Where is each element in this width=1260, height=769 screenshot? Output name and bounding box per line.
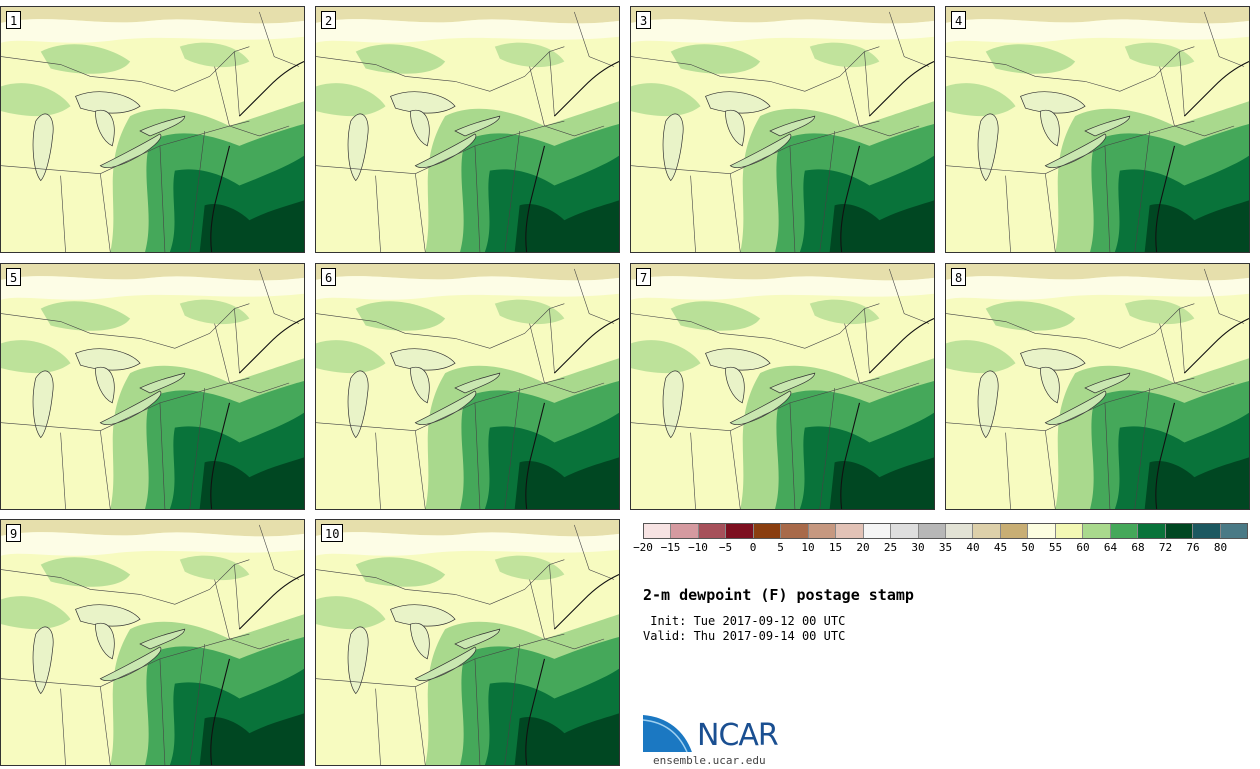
colorbar-swatch <box>781 524 809 538</box>
ensemble-member-panel-3: 3 <box>630 6 935 253</box>
colorbar-swatch <box>973 524 1001 538</box>
dewpoint-map <box>1 520 304 765</box>
dewpoint-map <box>1 7 304 252</box>
dewpoint-map <box>946 264 1249 509</box>
panel-number-label: 2 <box>321 11 337 29</box>
colorbar-swatch <box>1028 524 1056 538</box>
ensemble-member-panel-10: 10 <box>315 519 620 766</box>
panel-number-label: 1 <box>6 11 22 29</box>
colorbar-tick: 5 <box>777 541 784 554</box>
ncar-logo-icon <box>643 713 694 753</box>
colorbar-swatch <box>891 524 919 538</box>
colorbar-swatch <box>1110 524 1139 538</box>
colorbar-tick: 68 <box>1131 541 1145 554</box>
panel-number-label: 10 <box>321 524 344 542</box>
colorbar-tick: 15 <box>828 541 843 554</box>
colorbar-swatch <box>945 524 974 538</box>
colorbar-tick: −10 <box>688 541 708 554</box>
colorbar-tick: −15 <box>660 541 681 554</box>
colorbar-swatch <box>1165 524 1194 538</box>
colorbar-swatch <box>671 524 699 538</box>
panel-number-label: 8 <box>951 268 967 286</box>
website-url: ensemble.ucar.edu <box>653 754 766 767</box>
dewpoint-map <box>316 520 619 765</box>
colorbar-swatch <box>726 524 754 538</box>
dewpoint-map <box>316 7 619 252</box>
colorbar-swatch <box>753 524 782 538</box>
ensemble-member-panel-6: 6 <box>315 263 620 510</box>
colorbar-tick: 40 <box>966 541 980 554</box>
panel-number-label: 4 <box>951 11 967 29</box>
colorbar-swatch <box>808 524 837 538</box>
colorbar-tick: −20 <box>633 541 653 554</box>
colorbar-tick: 20 <box>856 541 870 554</box>
panel-number-label: 3 <box>636 11 652 29</box>
colorbar-tick: 35 <box>938 541 953 554</box>
dewpoint-map <box>1 264 304 509</box>
valid-time: Valid: Thu 2017-09-14 00 UTC <box>643 629 846 643</box>
colorbar-tick: 64 <box>1103 541 1118 554</box>
ensemble-member-panel-1: 1 <box>0 6 305 253</box>
colorbar-swatch <box>1000 524 1029 538</box>
colorbar-tick: 10 <box>801 541 815 554</box>
colorbar-swatch <box>644 524 672 538</box>
panel-number-label: 9 <box>6 524 22 542</box>
colorbar-swatch <box>1193 524 1221 538</box>
ensemble-member-panel-2: 2 <box>315 6 620 253</box>
colorbar-tick: 0 <box>749 541 757 554</box>
colorbar-tick: 25 <box>883 541 898 554</box>
dewpoint-colorbar <box>643 523 1248 539</box>
colorbar-tick-labels: −20 −15 −10 −5 0 5 10 15 20 25 30 35 40 45 50 55 60 64 68 7… <box>633 541 1248 555</box>
colorbar-swatch <box>698 524 727 538</box>
panel-number-label: 7 <box>636 268 652 286</box>
colorbar-swatch <box>1138 524 1166 538</box>
colorbar-swatch <box>1083 524 1111 538</box>
colorbar-tick: 80 <box>1213 541 1228 554</box>
dewpoint-map <box>631 264 934 509</box>
dewpoint-map <box>946 7 1249 252</box>
init-time: Init: Tue 2017-09-12 00 UTC <box>643 614 846 628</box>
colorbar-tick: 72 <box>1158 541 1173 554</box>
colorbar-tick: 76 <box>1186 541 1200 554</box>
colorbar-tick: 45 <box>993 541 1008 554</box>
ensemble-member-panel-4: 4 <box>945 6 1250 253</box>
colorbar-swatch <box>1055 524 1084 538</box>
colorbar-tick: 60 <box>1076 541 1090 554</box>
colorbar-tick: 55 <box>1048 541 1063 554</box>
colorbar-tick: −5 <box>718 541 733 554</box>
colorbar-swatch <box>1220 524 1247 538</box>
dewpoint-map <box>631 7 934 252</box>
panel-number-label: 5 <box>6 268 22 286</box>
colorbar-swatch <box>863 524 892 538</box>
ensemble-member-panel-9: 9 <box>0 519 305 766</box>
ensemble-member-panel-7: 7 <box>630 263 935 510</box>
colorbar-tick: 50 <box>1021 541 1035 554</box>
panel-number-label: 6 <box>321 268 337 286</box>
colorbar-swatch <box>918 524 946 538</box>
ensemble-member-panel-8: 8 <box>945 263 1250 510</box>
ncar-logo-text: NCAR <box>697 718 779 753</box>
ensemble-member-panel-5: 5 <box>0 263 305 510</box>
colorbar-swatch <box>836 524 864 538</box>
map-title: 2-m dewpoint (F) postage stamp <box>643 586 914 604</box>
dewpoint-map <box>316 264 619 509</box>
colorbar-tick: 30 <box>911 541 925 554</box>
